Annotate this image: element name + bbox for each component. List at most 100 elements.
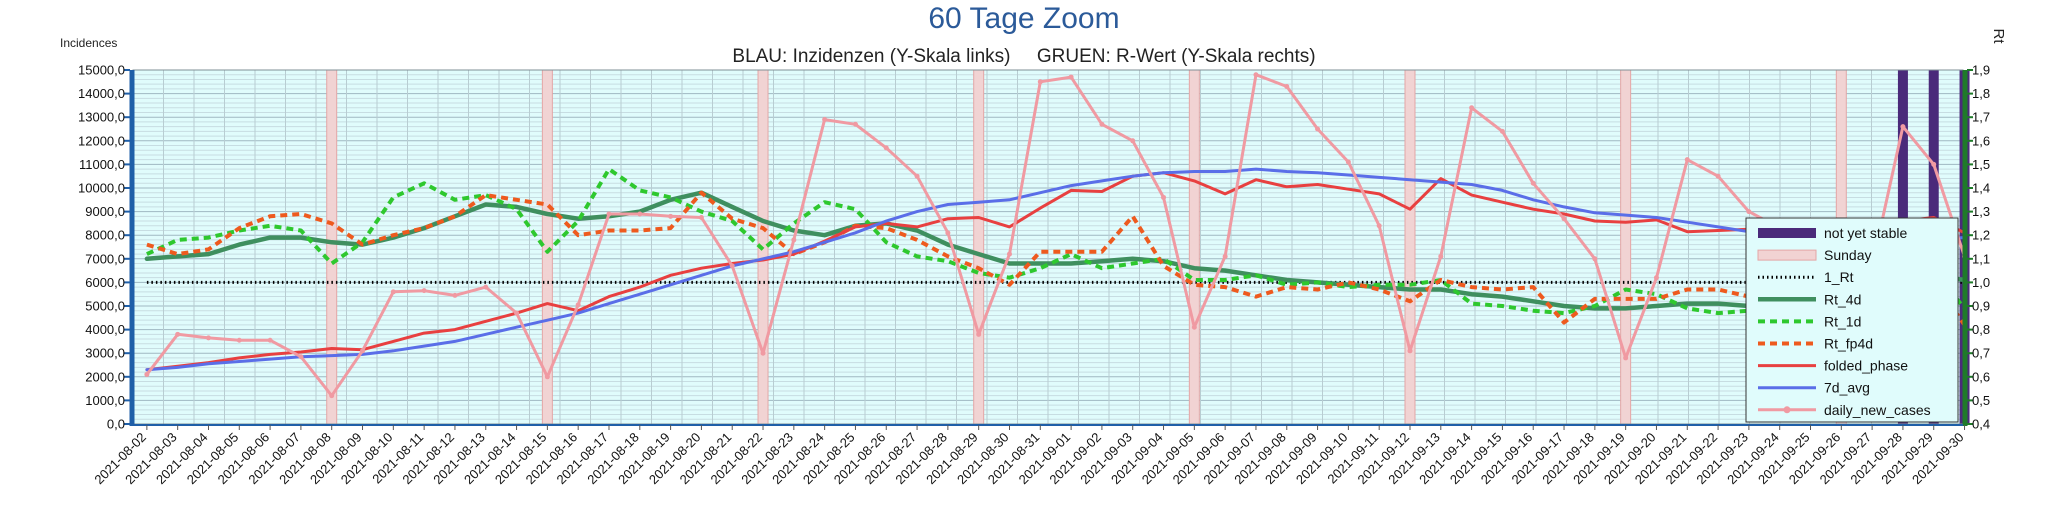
- y-tick-label: 7000,0: [85, 251, 125, 266]
- y2-tick-label: 1,0: [1972, 275, 1990, 290]
- legend-label: folded_phase: [1824, 358, 1908, 374]
- legend-label: Rt_1d: [1824, 313, 1861, 329]
- legend-item: folded_phase: [1758, 358, 1908, 374]
- data-point: [236, 337, 242, 343]
- data-point: [329, 393, 335, 399]
- data-point: [1653, 275, 1659, 281]
- data-point: [544, 374, 550, 380]
- legend-item: Sunday: [1757, 247, 1871, 263]
- sunday-bar: [973, 69, 985, 425]
- y-tick-label: 2000,0: [85, 369, 125, 384]
- data-point: [1315, 126, 1321, 132]
- legend-label: Sunday: [1824, 247, 1871, 263]
- series-line: [145, 167, 1966, 372]
- data-point: [1376, 223, 1382, 229]
- series-7d-avg: [145, 167, 1966, 372]
- data-point: [822, 117, 828, 123]
- data-point: [729, 263, 735, 269]
- legend-item: Rt_4d: [1758, 291, 1861, 307]
- data-point: [1006, 251, 1012, 257]
- y-tick-label: 4000,0: [85, 322, 125, 337]
- y-tick-label: 15000,0: [78, 63, 125, 78]
- legend-item: Rt_1d: [1758, 313, 1861, 329]
- legend-item: Rt_fp4d: [1758, 336, 1873, 352]
- series-folded-phase: [145, 171, 1966, 372]
- x-axis: 2021-08-022021-08-032021-08-042021-08-05…: [91, 424, 1967, 487]
- data-point: [1469, 105, 1475, 111]
- grid: [132, 69, 1963, 425]
- data-point: [1931, 161, 1937, 167]
- data-point: [1684, 157, 1690, 163]
- data-point: [1284, 84, 1290, 90]
- legend: not yet stable Sunday 1_Rt Rt_4d Rt_1d Rt_fp4…: [1745, 217, 1959, 423]
- y-axis-label: Incidences: [60, 36, 117, 50]
- legend-label: 7d_avg: [1824, 380, 1870, 396]
- data-point: [575, 302, 581, 308]
- data-point: [1068, 74, 1074, 80]
- y-tick-label: 0,0: [107, 417, 125, 432]
- data-point: [1130, 138, 1136, 144]
- y2-tick-label: 0,9: [1972, 299, 1990, 314]
- y2-tick-label: 1,8: [1972, 86, 1990, 101]
- data-point: [175, 331, 181, 337]
- y-tick-label: 10000,0: [78, 181, 125, 196]
- y2-tick-label: 1,5: [1972, 157, 1990, 172]
- data-point: [1222, 253, 1228, 259]
- legend-item: not yet stable: [1758, 225, 1907, 241]
- y-axis-left: 0,0 1000,0 2000,0 3000,0 4000,0 5000,0 6000,0 7…: [78, 63, 135, 432]
- y2-tick-label: 1,6: [1972, 133, 1990, 148]
- legend-label: daily_new_cases: [1824, 402, 1931, 418]
- legend-marker: [1783, 406, 1791, 414]
- sunday-bar: [1404, 69, 1416, 425]
- data-point: [1623, 355, 1629, 361]
- y-tick-label: 1000,0: [85, 393, 125, 408]
- legend-item: daily_new_cases: [1758, 402, 1931, 418]
- data-point: [1037, 79, 1043, 85]
- y-tick-label: 3000,0: [85, 346, 125, 361]
- series-line: [145, 73, 1966, 398]
- chart-title: 60 Tage Zoom: [928, 2, 1119, 35]
- data-point: [390, 289, 396, 295]
- data-point: [1530, 180, 1536, 186]
- y-tick-label: 9000,0: [85, 204, 125, 219]
- legend-label: not yet stable: [1824, 225, 1907, 241]
- data-point: [760, 350, 766, 356]
- data-point: [883, 145, 889, 151]
- y-tick-label: 8000,0: [85, 228, 125, 243]
- series-Rt-fp4d: [146, 190, 1967, 327]
- y-tick-label: 11000,0: [79, 157, 125, 172]
- y-axis-right: 0,4 0,5 0,6 0,7 0,8 0,9 1,0 1,1 1,2 1,3 1,4 1,5 1,6 1…: [1962, 63, 1990, 432]
- y2-tick-label: 1,3: [1972, 204, 1990, 219]
- data-point: [1900, 124, 1906, 130]
- data-point: [267, 337, 273, 343]
- y2-tick-label: 0,4: [1972, 417, 1990, 432]
- data-point: [976, 331, 982, 337]
- chart-subtitle: BLAU: Inzidenzen (Y-Skala links) GRUEN: …: [732, 46, 1315, 67]
- data-point: [421, 288, 427, 294]
- data-point: [452, 292, 458, 298]
- y2-tick-label: 1,2: [1972, 228, 1990, 243]
- data-point: [945, 230, 951, 236]
- data-point: [852, 121, 858, 127]
- plot-area: 0,0 1000,0 2000,0 3000,0 4000,0 5000,0 6000,0 7…: [78, 63, 1990, 488]
- y-tick-label: 12000,0: [78, 133, 125, 148]
- y-tick-label: 6000,0: [85, 275, 125, 290]
- sunday-bar: [1620, 69, 1632, 425]
- data-point: [637, 211, 643, 217]
- data-point: [360, 348, 366, 354]
- legend-item: 7d_avg: [1758, 380, 1870, 396]
- data-point: [1407, 348, 1413, 354]
- data-point: [1345, 159, 1351, 165]
- legend-item: 1_Rt: [1758, 269, 1854, 285]
- data-point: [1499, 128, 1505, 134]
- legend-label: 1_Rt: [1824, 269, 1854, 285]
- sunday-bar: [326, 69, 338, 425]
- y2-tick-label: 0,7: [1972, 346, 1990, 361]
- data-point: [1561, 216, 1567, 222]
- data-point: [514, 310, 520, 316]
- y2-tick-label: 0,6: [1972, 369, 1990, 384]
- y2-tick-label: 0,8: [1972, 322, 1990, 337]
- data-point: [1746, 209, 1752, 215]
- sunday-bar: [1188, 69, 1200, 425]
